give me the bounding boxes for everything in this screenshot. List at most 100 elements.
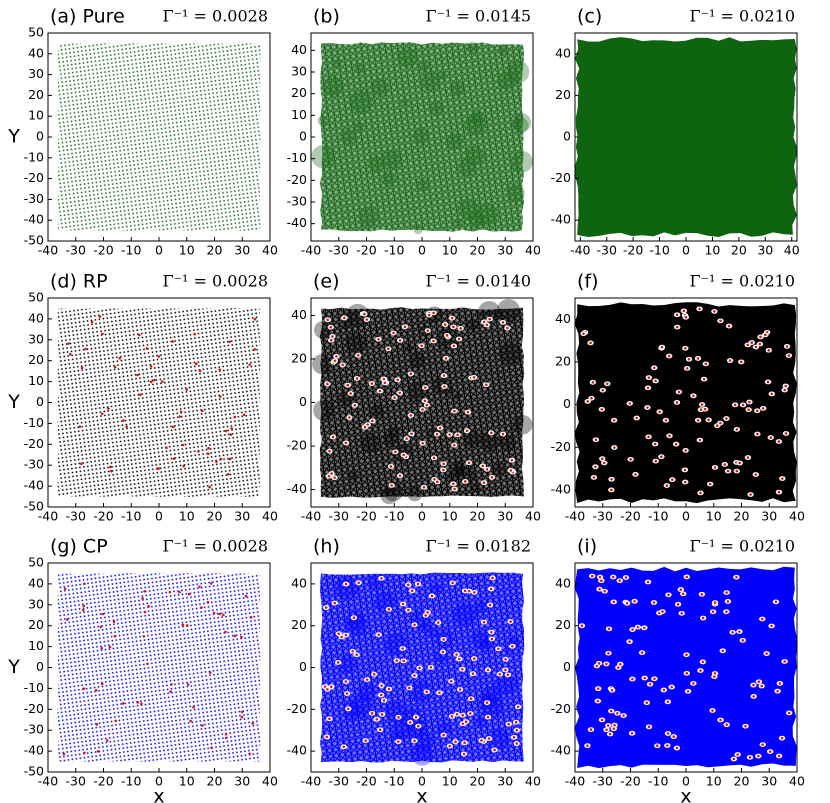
defect bbox=[465, 429, 469, 433]
defect bbox=[498, 672, 502, 676]
defect bbox=[462, 752, 466, 756]
x-tick-label: 10 bbox=[442, 243, 458, 258]
defect bbox=[738, 461, 742, 465]
x-tick-label: 10 bbox=[179, 243, 195, 258]
defect bbox=[413, 739, 416, 743]
y-tick-label: -40 bbox=[551, 212, 571, 227]
defect bbox=[218, 368, 222, 372]
x-tick-label: 0 bbox=[418, 509, 426, 524]
defect bbox=[438, 691, 441, 695]
defect bbox=[185, 388, 189, 391]
defect bbox=[757, 680, 761, 684]
defect bbox=[622, 714, 625, 717]
defect bbox=[249, 616, 253, 619]
defect bbox=[226, 472, 230, 476]
x-tick-label: -10 bbox=[121, 243, 141, 258]
x-tick-label: 30 bbox=[497, 243, 513, 258]
defect bbox=[394, 450, 397, 454]
defect bbox=[605, 662, 608, 666]
panel-title: (a) Pure bbox=[50, 6, 125, 28]
y-tick-label: -20 bbox=[287, 172, 307, 187]
defect bbox=[454, 740, 457, 744]
x-tick-label: -30 bbox=[329, 509, 349, 524]
defect bbox=[337, 632, 341, 636]
defect bbox=[610, 488, 613, 492]
defect bbox=[331, 335, 334, 338]
dense-patch bbox=[499, 434, 517, 452]
defect bbox=[735, 469, 739, 473]
defect bbox=[244, 594, 248, 598]
x-tick-label: 40 bbox=[525, 509, 541, 524]
defect bbox=[402, 659, 405, 663]
defect bbox=[457, 657, 461, 661]
dense-patch bbox=[401, 707, 423, 729]
y-tick-label: -10 bbox=[24, 149, 44, 164]
dense-patch bbox=[446, 132, 464, 150]
defect bbox=[438, 426, 442, 430]
defect bbox=[65, 618, 69, 621]
dense-patch bbox=[464, 114, 487, 137]
defect bbox=[121, 702, 125, 705]
dense-patch bbox=[322, 76, 344, 97]
dense-patch bbox=[471, 483, 481, 493]
defect bbox=[611, 575, 615, 579]
defect bbox=[101, 612, 105, 616]
dense-patch bbox=[479, 431, 501, 452]
defect bbox=[660, 345, 664, 349]
gamma-label: Γ⁻¹ = 0.0140 bbox=[425, 272, 531, 291]
defect bbox=[702, 377, 706, 381]
defect bbox=[482, 320, 486, 324]
defect bbox=[387, 608, 391, 611]
defect bbox=[683, 346, 687, 350]
defect bbox=[457, 337, 461, 341]
defect bbox=[680, 612, 683, 615]
particle-cloud bbox=[57, 573, 261, 762]
dense-patch bbox=[496, 298, 520, 323]
defect bbox=[329, 338, 333, 342]
dense-patch bbox=[457, 158, 476, 177]
dense-patch bbox=[488, 728, 510, 750]
dense-patch bbox=[349, 694, 373, 719]
defect bbox=[481, 464, 485, 468]
defect bbox=[616, 712, 619, 715]
defect bbox=[389, 465, 393, 468]
defect bbox=[450, 715, 454, 718]
defect bbox=[703, 407, 707, 411]
defect bbox=[486, 668, 490, 672]
defect bbox=[405, 437, 408, 440]
dense-patch bbox=[413, 224, 423, 235]
dense-patch bbox=[360, 433, 381, 454]
defect bbox=[187, 592, 191, 596]
defect bbox=[785, 345, 789, 348]
y-tick-label: 20 bbox=[28, 352, 44, 367]
defect bbox=[96, 750, 100, 753]
x-tick-label: -40 bbox=[570, 243, 590, 258]
defect bbox=[80, 366, 84, 370]
y-tick-label: -40 bbox=[287, 481, 307, 496]
defect bbox=[590, 396, 593, 400]
defect bbox=[645, 701, 649, 704]
defect bbox=[671, 478, 674, 481]
dense-patch bbox=[415, 720, 428, 732]
defect bbox=[80, 462, 83, 466]
dense-patch bbox=[477, 301, 501, 324]
defect bbox=[212, 611, 216, 615]
dense-patch bbox=[437, 722, 452, 737]
defect bbox=[383, 381, 387, 385]
dense-patch bbox=[512, 113, 532, 132]
defect bbox=[606, 382, 609, 386]
defect bbox=[661, 610, 664, 613]
y-tick-label: 30 bbox=[28, 66, 44, 81]
defect bbox=[685, 575, 689, 579]
gamma-label: Γ⁻¹ = 0.0028 bbox=[162, 272, 268, 291]
defect bbox=[692, 394, 695, 398]
defect bbox=[421, 408, 424, 411]
defect bbox=[692, 682, 695, 685]
defect bbox=[766, 380, 770, 384]
defect bbox=[416, 582, 420, 586]
defect bbox=[370, 382, 374, 385]
defect bbox=[326, 382, 329, 386]
defect bbox=[138, 393, 142, 397]
defect bbox=[735, 428, 739, 431]
defect bbox=[609, 709, 613, 713]
